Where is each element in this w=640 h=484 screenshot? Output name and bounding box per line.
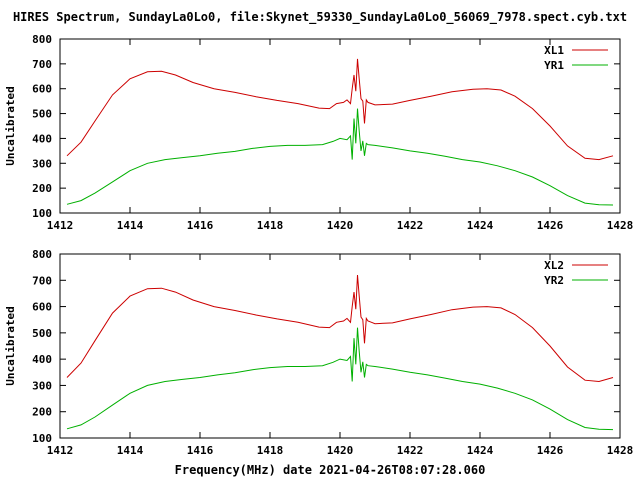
series-line-xl1 [66,58,614,161]
legend-label: YR2 [544,274,564,287]
legend-label: XL2 [544,259,564,272]
y-tick-label: 200 [32,182,52,195]
series-line-xl2 [66,274,614,383]
x-tick-label: 1424 [467,219,494,232]
y-tick-label: 500 [32,108,52,121]
x-tick-label: 1428 [607,444,634,457]
x-tick-label: 1412 [47,444,74,457]
y-tick-label: 300 [32,379,52,392]
plot-frame [59,38,621,214]
y-tick-label: 600 [32,301,52,314]
x-tick-label: 1424 [467,444,494,457]
plot-frame [59,253,621,439]
y-axis-label: Uncalibrated [4,306,17,385]
x-tick-label: 1422 [397,219,424,232]
x-tick-label: 1426 [537,444,564,457]
x-tick-label: 1426 [537,219,564,232]
x-tick-label: 1420 [327,444,354,457]
x-tick-label: 1414 [117,219,144,232]
x-tick-label: 1414 [117,444,144,457]
y-tick-label: 500 [32,327,52,340]
x-tick-label: 1418 [257,444,284,457]
y-tick-label: 200 [32,406,52,419]
legend-label: XL1 [544,44,564,57]
x-tick-label: 1422 [397,444,424,457]
y-tick-label: 400 [32,353,52,366]
x-tick-label: 1418 [257,219,284,232]
y-tick-label: 600 [32,83,52,96]
plot-panel-2: 1412 1414 1416 1418 1420 1422 1424 1426 1428 100 2… [4,248,633,457]
y-tick-label: 300 [32,157,52,170]
x-tick-label: 1428 [607,219,634,232]
legend-label: YR1 [544,59,564,72]
plot-panel-1: 1412 1414 1416 1418 1420 1422 1424 1426 1428 100 2… [4,33,633,232]
x-tick-label: 1416 [187,219,214,232]
y-tick-label: 800 [32,33,52,46]
y-tick-label: 800 [32,248,52,261]
series-line-yr1 [66,108,614,206]
chart-title: HIRES Spectrum, SundayLa0Lo0, file:Skyne… [12,10,628,24]
series-line-yr2 [66,327,614,431]
y-tick-label: 100 [32,432,52,445]
x-tick-label: 1420 [327,219,354,232]
x-tick-label: 1416 [187,444,214,457]
y-axis-label: Uncalibrated [4,86,17,165]
y-tick-label: 400 [32,132,52,145]
x-axis-label: Frequency(MHz) date 2021-04-26T08:07:28.… [174,463,486,477]
x-tick-label: 1412 [47,219,74,232]
y-tick-label: 700 [32,58,52,71]
y-tick-label: 100 [32,207,52,220]
y-tick-label: 700 [32,274,52,287]
